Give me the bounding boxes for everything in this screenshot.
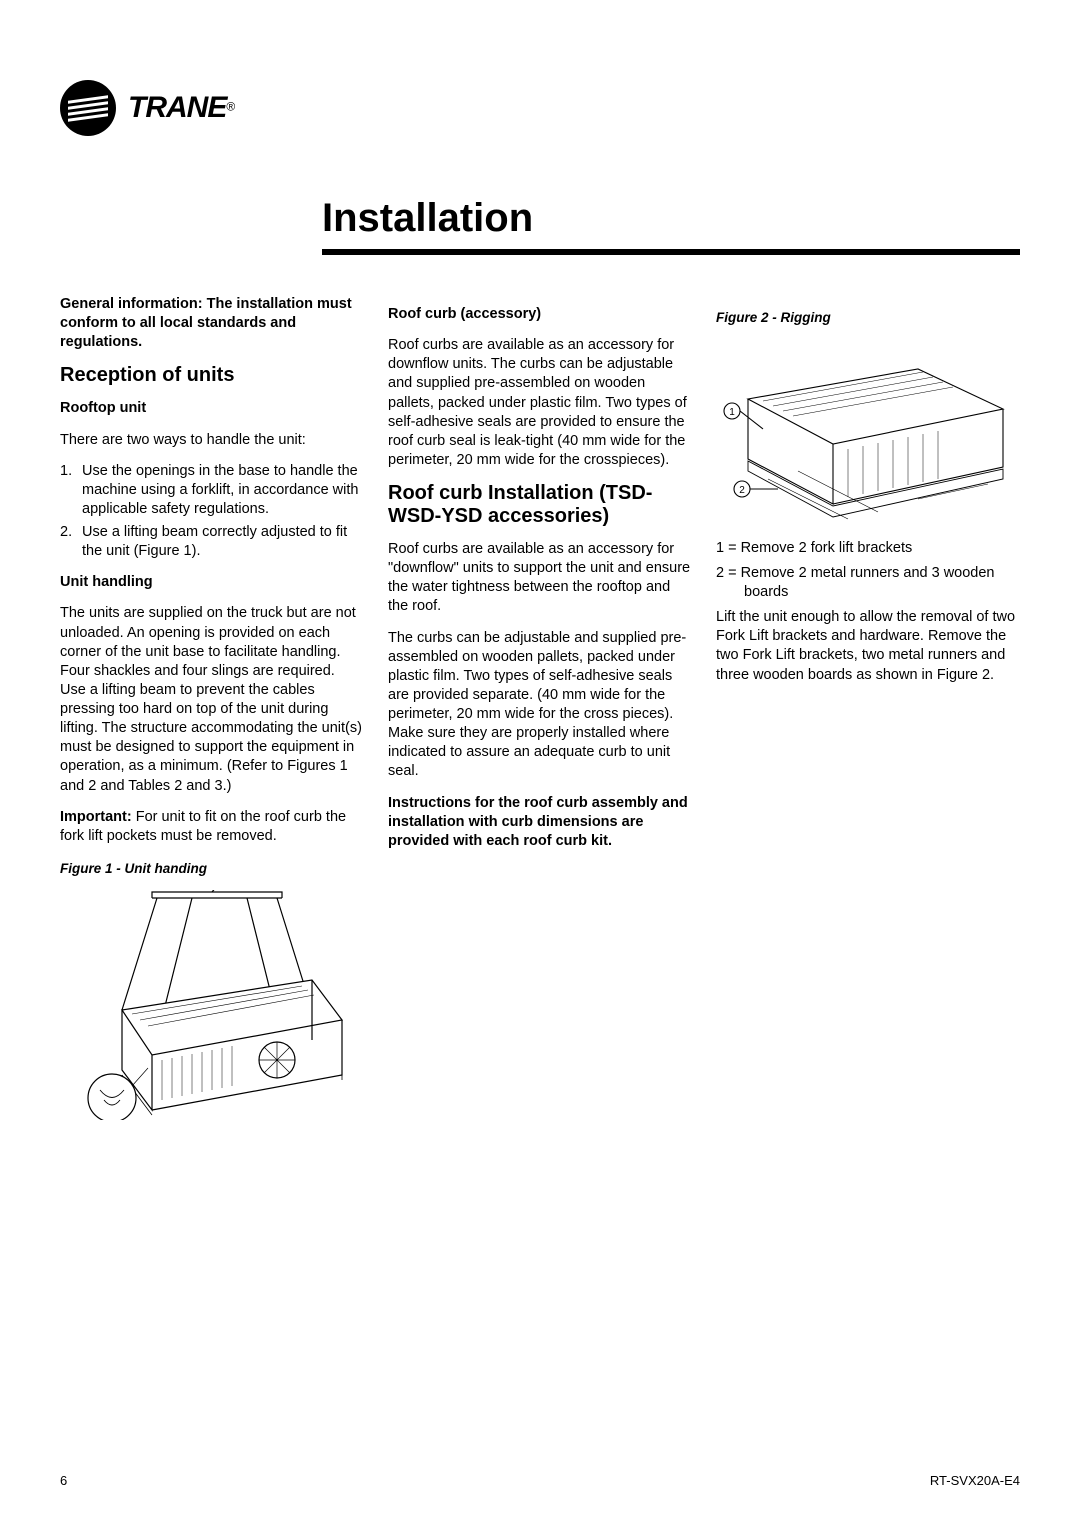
brand-logo-text: TRANE®	[128, 91, 235, 125]
heading-rooftop-unit: Rooftop unit	[60, 399, 364, 418]
heading-roof-curb-installation: Roof curb Installation (TSD-WSD-YSD acce…	[388, 482, 692, 528]
page-footer: 6 RT-SVX20A-E4	[60, 1473, 1020, 1488]
brand-registered-mark: ®	[226, 100, 235, 114]
svg-text:1: 1	[729, 407, 735, 418]
heading-unit-handling: Unit handling	[60, 573, 364, 592]
install-p2: The curbs can be adjustable and supplied…	[388, 629, 692, 782]
general-info: General information: The installation mu…	[60, 295, 364, 352]
title-rule	[322, 249, 1020, 255]
column-1: General information: The installation mu…	[60, 295, 364, 1120]
instructions-note: Instructions for the roof curb assembly …	[388, 794, 692, 851]
figure-1-unit-handling	[60, 890, 364, 1120]
heading-reception: Reception of units	[60, 364, 364, 387]
rooftop-intro: There are two ways to handle the unit:	[60, 431, 364, 450]
brand-name: TRANE	[128, 91, 226, 124]
legend-item-2: 2 = Remove 2 metal runners and 3 wooden …	[716, 564, 1020, 602]
column-3: Figure 2 - Rigging	[716, 295, 1020, 1120]
roof-curb-text: Roof curbs are available as an accessory…	[388, 336, 692, 470]
figure-1-caption: Figure 1 - Unit handing	[60, 860, 364, 878]
svg-text:2: 2	[739, 485, 745, 496]
figure-2-legend: 1 = Remove 2 fork lift brackets 2 = Remo…	[716, 539, 1020, 602]
legend-item-1: 1 = Remove 2 fork lift brackets	[716, 539, 1020, 558]
figure-1-svg	[60, 890, 364, 1120]
important-label: Important:	[60, 809, 132, 825]
brand-logo-mark	[60, 80, 116, 136]
lift-instructions: Lift the unit enough to allow the remova…	[716, 608, 1020, 685]
unit-handling-text: The units are supplied on the truck but …	[60, 604, 364, 795]
content-columns: General information: The installation mu…	[60, 295, 1020, 1120]
page-title: Installation	[322, 196, 1020, 241]
title-block: Installation	[322, 196, 1020, 241]
page-number: 6	[60, 1473, 67, 1488]
handle-item-1: Use the openings in the base to handle t…	[60, 462, 364, 519]
column-2: Roof curb (accessory) Roof curbs are ava…	[388, 295, 692, 1120]
handle-item-2: Use a lifting beam correctly adjusted to…	[60, 523, 364, 561]
heading-roof-curb-accessory: Roof curb (accessory)	[388, 305, 692, 324]
figure-2-rigging: 1 2	[716, 339, 1020, 539]
figure-2-caption: Figure 2 - Rigging	[716, 309, 1020, 327]
important-note: Important: For unit to fit on the roof c…	[60, 808, 364, 846]
brand-logo: TRANE®	[60, 80, 1020, 136]
install-p1: Roof curbs are available as an accessory…	[388, 540, 692, 617]
document-code: RT-SVX20A-E4	[930, 1473, 1020, 1488]
document-page: TRANE® Installation General information:…	[0, 0, 1080, 1528]
figure-2-svg: 1 2	[716, 339, 1020, 539]
handle-list: Use the openings in the base to handle t…	[60, 462, 364, 562]
